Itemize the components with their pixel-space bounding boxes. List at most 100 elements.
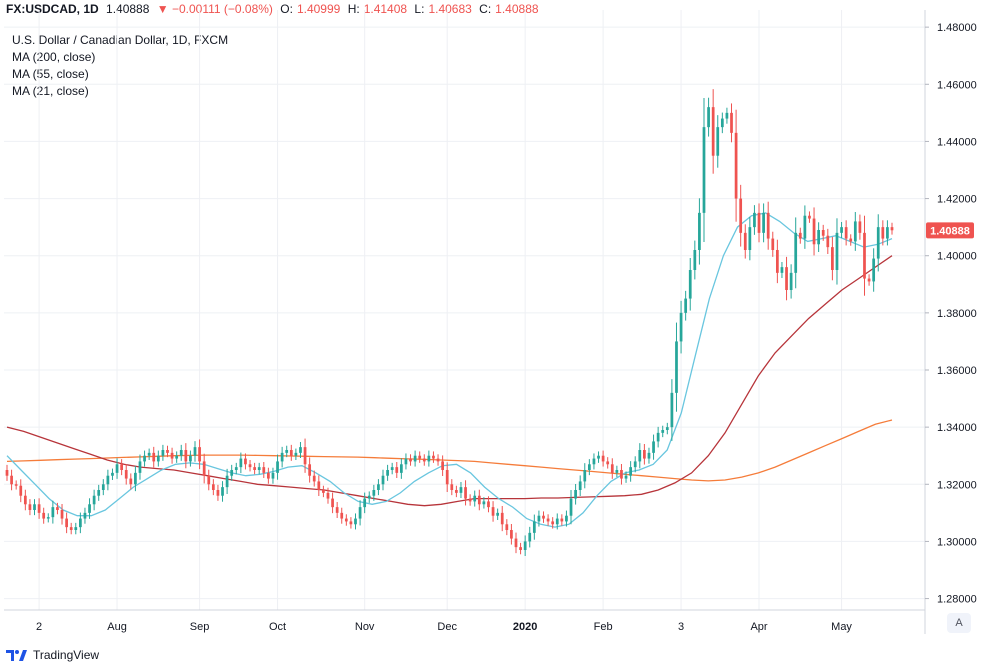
candle	[519, 542, 522, 555]
candle	[638, 443, 642, 469]
candle-body	[335, 507, 339, 513]
candle-body	[418, 455, 422, 459]
candle-body	[578, 481, 582, 490]
symbol-label[interactable]: FX:USDCAD, 1D	[6, 2, 99, 16]
candle	[656, 426, 660, 448]
candle	[629, 461, 632, 482]
candle	[285, 445, 289, 458]
candle-body	[546, 518, 550, 522]
candle-body	[537, 515, 541, 522]
tradingview-branding[interactable]: TradingView	[6, 648, 99, 662]
candle-body	[491, 507, 495, 516]
candle	[432, 451, 435, 463]
legend-ma200[interactable]: MA (200, close)	[12, 50, 96, 64]
candle	[730, 103, 733, 143]
candle-body	[363, 498, 367, 508]
candle-body	[826, 235, 830, 248]
legend-ma55[interactable]: MA (55, close)	[12, 67, 89, 81]
candle	[372, 484, 376, 501]
candle-body	[468, 498, 472, 502]
candle-body	[565, 515, 568, 522]
candle-body	[606, 461, 610, 465]
candle-body	[248, 464, 252, 468]
candle-body	[615, 470, 619, 473]
candle	[143, 450, 146, 467]
candle	[886, 220, 889, 246]
candle-body	[175, 455, 179, 459]
candle	[459, 482, 463, 498]
candle	[707, 97, 710, 137]
candle	[780, 262, 784, 278]
candle-body	[74, 527, 78, 530]
candle	[762, 203, 765, 243]
symbol-header: FX:USDCAD, 1D 1.40888 ▼ −0.00111 (−0.08%…	[6, 2, 543, 16]
candle-body	[748, 227, 752, 250]
candle	[262, 462, 266, 478]
chart-title: U.S. Dollar / Canadian Dollar, 1D, FXCM	[12, 33, 229, 47]
price-axis[interactable]: 1.48000 1.46000 1.44000 1.42000 1.40000 1.380…	[925, 22, 977, 606]
candle	[555, 513, 559, 530]
candle-body	[216, 490, 220, 496]
candle-body	[821, 230, 825, 236]
candle-body	[225, 475, 229, 488]
candle-body	[803, 215, 807, 239]
candle	[134, 466, 137, 492]
candle-body	[597, 455, 600, 459]
x-tick-label: May	[831, 621, 852, 633]
candle-body	[354, 518, 357, 525]
candle	[363, 492, 367, 514]
y-tick-label: 1.40000	[937, 251, 977, 263]
low-label: L:	[414, 2, 425, 16]
candle	[789, 264, 793, 299]
candle-body	[638, 450, 642, 462]
legend-ma21[interactable]: MA (21, close)	[12, 84, 89, 98]
candle-body	[377, 484, 380, 490]
candle	[395, 462, 399, 478]
candle-body	[629, 467, 632, 476]
candle	[542, 511, 545, 523]
candle-body	[166, 450, 169, 453]
candle-body	[129, 478, 133, 485]
candle-body	[390, 467, 394, 470]
candle	[42, 507, 46, 524]
y-tick-label: 1.34000	[937, 422, 977, 434]
candle-body	[886, 227, 889, 239]
candle-body	[413, 455, 417, 462]
candle-body	[46, 517, 50, 519]
candle	[464, 480, 467, 506]
candle-body	[633, 461, 637, 468]
candle	[876, 214, 880, 272]
candle-body	[652, 441, 655, 453]
candle	[111, 468, 114, 480]
candle-body	[372, 490, 376, 496]
candle	[812, 207, 816, 256]
candle-body	[794, 232, 798, 273]
candle	[753, 205, 756, 235]
candle-body	[97, 490, 101, 496]
candle	[413, 450, 417, 467]
y-tick-label: 1.30000	[937, 536, 977, 548]
candle-body	[881, 227, 885, 239]
candle	[271, 467, 275, 484]
candle	[92, 489, 96, 511]
candle	[528, 526, 532, 548]
auto-scale-button[interactable]: A	[947, 613, 971, 633]
candle	[211, 479, 215, 496]
ma55-line	[6, 255, 893, 507]
candle-body	[808, 215, 811, 219]
time-axis[interactable]: 2 Aug Sep Oct Nov Dec 2020 Feb 3 Apr May	[36, 621, 852, 633]
candle	[661, 425, 665, 438]
candle	[477, 489, 481, 511]
candle	[23, 489, 27, 511]
candle-body	[143, 455, 146, 462]
candle-body	[785, 267, 788, 290]
candle	[455, 485, 458, 498]
candle-body	[464, 487, 467, 499]
candle	[390, 462, 394, 475]
candle-body	[555, 518, 559, 525]
candle-body	[858, 221, 862, 233]
candle	[574, 484, 577, 505]
candle	[65, 512, 68, 534]
candle-body	[574, 490, 577, 499]
